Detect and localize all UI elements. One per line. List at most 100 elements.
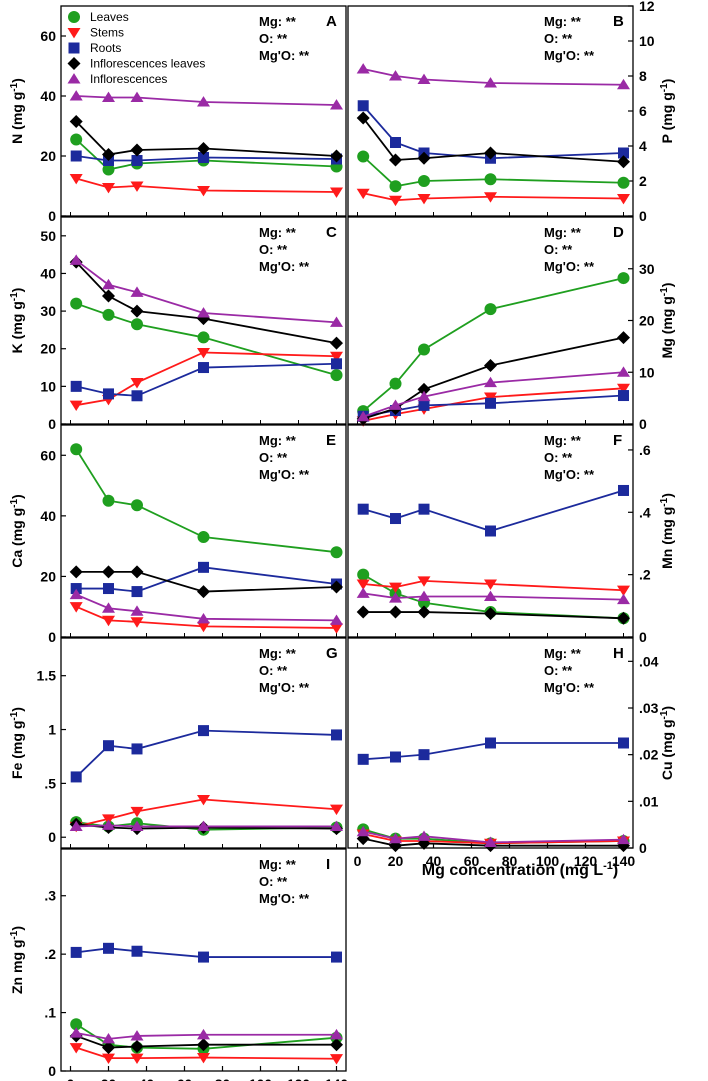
data-point xyxy=(484,836,497,847)
y-tick-label: .04 xyxy=(639,653,659,669)
series-roots xyxy=(70,358,342,402)
series-inflorescences-leaves xyxy=(69,255,343,350)
data-point xyxy=(70,946,82,958)
data-point xyxy=(131,318,143,331)
data-point xyxy=(356,605,370,619)
panel-frame xyxy=(60,216,347,425)
data-point xyxy=(197,185,210,197)
data-point xyxy=(130,181,144,192)
y-tick-label: .03 xyxy=(639,700,659,716)
stat-label: Mg'O: ** xyxy=(259,891,310,906)
data-point xyxy=(102,278,115,290)
data-point xyxy=(356,410,370,422)
data-point xyxy=(198,561,209,573)
legend-marker xyxy=(67,57,81,70)
data-point xyxy=(617,585,630,597)
data-point xyxy=(330,1038,343,1052)
data-point xyxy=(484,607,497,621)
series-stems xyxy=(356,188,630,207)
x-tick-label: 40 xyxy=(139,1076,155,1081)
y-tick-label: 0 xyxy=(639,416,647,432)
panel-frame xyxy=(60,848,347,1072)
y-tick-label: 0 xyxy=(48,1063,56,1079)
panel-H: 0 .01 .02 .03 .04 Cu (mg g-1) 0 20 40 60 80 100 120 1… xyxy=(347,637,676,869)
x-tick-label: 80 xyxy=(215,1076,231,1081)
data-point xyxy=(331,358,342,370)
data-point xyxy=(484,590,497,602)
data-point xyxy=(618,147,629,159)
series-roots xyxy=(357,737,629,765)
series-stems xyxy=(69,347,343,412)
y-axis-label: Ca (mg g-1) xyxy=(9,494,26,567)
x-tick-label: 0 xyxy=(354,853,362,869)
data-point xyxy=(617,78,630,90)
data-point xyxy=(357,753,369,765)
data-point xyxy=(417,73,431,85)
data-point xyxy=(197,531,210,544)
data-point xyxy=(389,377,402,390)
data-point xyxy=(484,359,497,373)
data-point xyxy=(102,494,115,507)
data-point xyxy=(130,820,144,832)
stat-label: Mg'O: ** xyxy=(259,467,310,482)
data-point xyxy=(102,308,115,321)
y-axis-label: K (mg g-1) xyxy=(9,288,26,354)
stat-label: Mg: ** xyxy=(259,225,297,240)
y-tick-label: .02 xyxy=(639,747,659,763)
data-point xyxy=(330,1054,343,1065)
data-point xyxy=(484,303,497,316)
data-point xyxy=(197,1053,210,1064)
data-point xyxy=(617,833,630,845)
series-inflorescences-leaves xyxy=(69,115,343,163)
data-point xyxy=(330,149,343,163)
x-tick-label: 80 xyxy=(502,853,518,869)
data-point xyxy=(484,579,497,590)
y-axis-label: Zn mg g-1) xyxy=(9,926,26,994)
panel-frame xyxy=(60,637,347,849)
data-point xyxy=(330,623,343,634)
data-point xyxy=(617,155,630,169)
y-tick-label: 4 xyxy=(639,138,647,154)
y-tick-label: 1 xyxy=(48,722,56,738)
y-axis-label: Cu (mg g-1) xyxy=(659,706,676,780)
data-point xyxy=(197,612,210,624)
series-inflorescences-leaves xyxy=(356,605,630,625)
data-point xyxy=(70,150,82,162)
y-tick-label: 10 xyxy=(639,33,655,49)
data-point xyxy=(197,142,210,155)
y-tick-label: 0 xyxy=(639,208,647,224)
data-point xyxy=(617,611,630,625)
series-line xyxy=(75,593,337,622)
panel-letter: I xyxy=(326,856,330,873)
y-tick-label: .6 xyxy=(639,442,651,458)
data-point xyxy=(130,1030,144,1041)
panel-letter: C xyxy=(326,224,337,241)
series-inflorescences xyxy=(69,254,343,327)
data-point xyxy=(417,830,431,841)
data-point xyxy=(484,77,497,88)
data-point xyxy=(485,525,496,537)
y-tick-label: 6 xyxy=(639,103,647,119)
x-tick-label: 20 xyxy=(388,853,404,869)
panel-G: 0 .5 1 1.5 Fe (mg g-1) Mg: ** O: ** Mg'O: ** G xyxy=(9,637,347,849)
y-tick-label: .5 xyxy=(44,775,56,791)
data-point xyxy=(330,820,343,832)
data-point xyxy=(330,369,343,382)
data-point xyxy=(131,155,143,166)
panel-I: 0 .1 .2 .3 Zn mg g-1) 0 20 40 60 80 100 120 140 Mg: *… xyxy=(9,848,348,1081)
data-point xyxy=(130,565,144,579)
series-inflorescences xyxy=(356,587,630,605)
stat-label: Mg: ** xyxy=(544,433,582,448)
x-axis-label: Mg concentration (mg L-1) xyxy=(422,860,618,879)
y-tick-label: 0 xyxy=(48,208,56,224)
legend-label: Leaves xyxy=(90,10,129,24)
series-leaves xyxy=(357,272,630,418)
data-point xyxy=(69,115,83,128)
panel-frame xyxy=(60,424,347,638)
data-point xyxy=(102,615,115,627)
data-point xyxy=(617,366,630,377)
data-point xyxy=(197,307,210,318)
data-point xyxy=(197,1038,210,1052)
data-point xyxy=(618,737,629,749)
